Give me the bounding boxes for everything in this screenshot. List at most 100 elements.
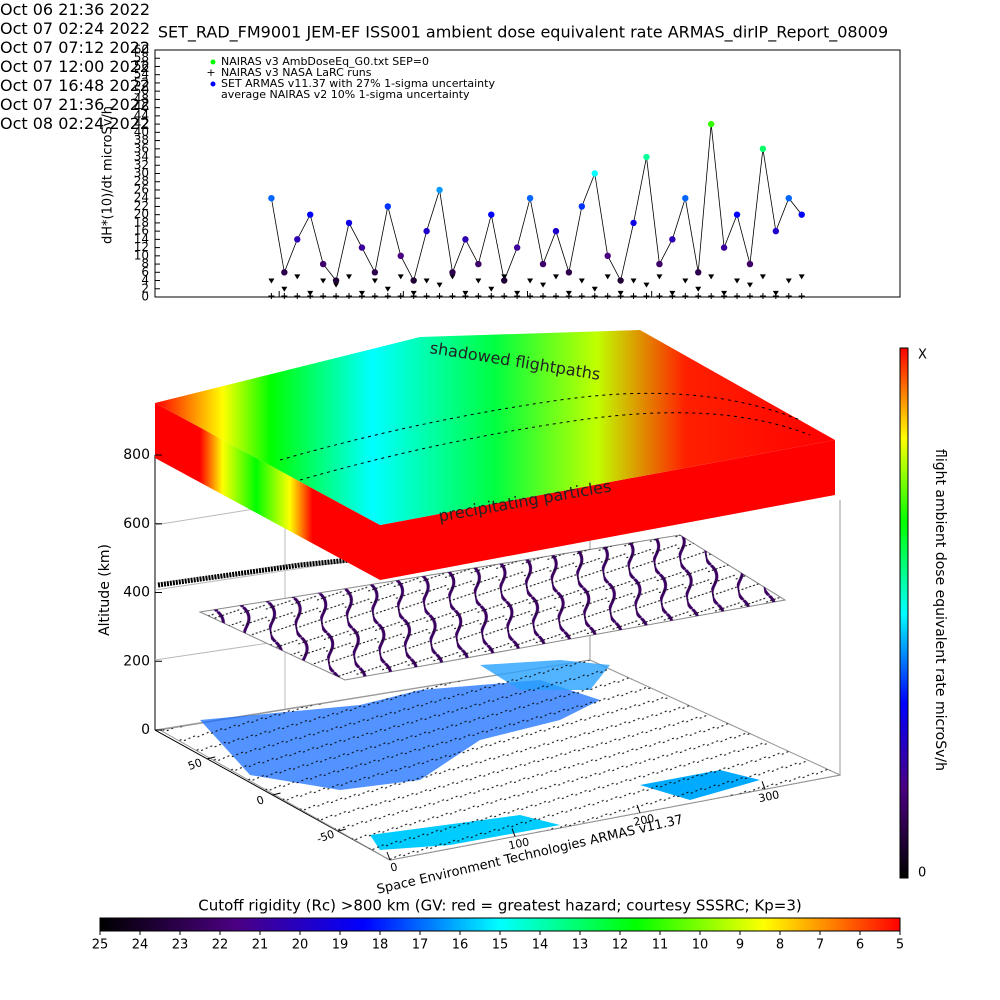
point	[462, 236, 469, 243]
rc-tick-label: 8	[776, 938, 784, 953]
y-tick-label: 20	[134, 207, 149, 221]
point	[384, 286, 391, 292]
point	[423, 227, 430, 235]
point	[656, 260, 663, 268]
rc-tick-label: 5	[896, 938, 904, 953]
y-tick-label: 14	[134, 232, 149, 246]
point	[772, 293, 779, 299]
y-tick-label: 16	[134, 224, 149, 238]
longitude-tick	[511, 828, 516, 837]
point	[397, 252, 404, 260]
colorbar-label: flight ambient dose equivalent rate micr…	[932, 449, 948, 771]
y-tick-label: 48	[134, 92, 149, 106]
point	[307, 211, 314, 218]
y-tick-label: 26	[134, 182, 149, 196]
point	[410, 293, 417, 299]
slab-left-face	[155, 403, 380, 580]
point	[656, 274, 663, 280]
y-tick-label: 60	[134, 43, 149, 57]
dose-colorbar	[899, 347, 909, 879]
rc-tick-label: 22	[212, 938, 229, 953]
y-tick-label: 6	[141, 265, 149, 279]
point	[746, 282, 753, 288]
point	[281, 286, 288, 292]
point	[333, 282, 340, 288]
point	[332, 277, 340, 284]
point	[617, 277, 624, 284]
point	[539, 260, 547, 268]
point	[643, 282, 650, 288]
legend-label: NAIRAS v3 NASA LaRC runs	[221, 66, 372, 79]
point	[346, 274, 353, 280]
rc-colorbar-title: Cutoff rigidity (Rc) >800 km (GV: red = …	[198, 897, 801, 915]
point	[540, 282, 547, 288]
legend-label: average NAIRAS v2 10% 1-sigma uncertaint…	[221, 88, 470, 101]
y-tick-label: 22	[134, 199, 149, 213]
y-tick-label: 0	[141, 290, 149, 304]
point	[604, 293, 611, 299]
point	[578, 203, 586, 210]
latitude-tick-label: -50	[315, 827, 336, 845]
point	[540, 293, 547, 299]
point	[643, 293, 650, 299]
slab-right-face	[380, 440, 835, 580]
altitude-tick-label: 800	[123, 447, 150, 463]
point	[397, 274, 404, 280]
point	[604, 252, 611, 260]
point	[371, 269, 379, 276]
point	[488, 211, 495, 218]
point	[333, 293, 340, 299]
altitude-label: Altitude (km)	[97, 544, 113, 636]
point	[682, 293, 689, 299]
rc-tick-label: 14	[532, 938, 549, 953]
y-tick-label: 44	[134, 108, 149, 122]
y-axis-label: dH*(10)/dt microSv/h	[101, 106, 116, 244]
point	[746, 293, 753, 299]
y-tick-label: 8	[141, 257, 149, 271]
point	[746, 260, 754, 268]
latitude-tick-label: 0	[255, 793, 266, 808]
x-tick-label: Oct 08 02:24 2022	[0, 114, 151, 133]
rc-tick-label: 16	[452, 938, 469, 953]
point	[294, 236, 301, 243]
longitude-tick	[636, 804, 641, 813]
longitude-tick-label: 200	[632, 812, 655, 829]
point	[707, 120, 715, 128]
rc-tick-label: 19	[332, 938, 349, 953]
rc-colorbar	[99, 917, 901, 932]
panel-3d: shadowed flightpaths precipitating parti…	[97, 330, 842, 898]
point	[307, 293, 314, 299]
point	[358, 244, 366, 251]
point	[475, 278, 482, 284]
point	[759, 274, 766, 280]
point	[630, 293, 637, 299]
point	[268, 278, 275, 284]
altitude-tick-label: 400	[123, 585, 150, 601]
colorbar-top-label: X	[918, 348, 927, 363]
rc-tick-label: 11	[652, 938, 669, 953]
y-tick-label: 2	[141, 281, 149, 295]
altitude-tick-label: 0	[141, 722, 150, 738]
point	[320, 293, 327, 299]
point	[281, 293, 288, 299]
y-tick-label: 24	[134, 191, 149, 205]
point	[578, 293, 585, 299]
y-tick-label: 54	[134, 67, 149, 81]
y-tick-label: 30	[134, 166, 149, 180]
point	[345, 219, 353, 227]
point	[604, 274, 611, 280]
point	[371, 278, 378, 284]
y-tick-label: 52	[134, 75, 149, 89]
longitude-tick-label: 300	[757, 788, 780, 805]
point	[527, 278, 534, 284]
point	[734, 293, 741, 299]
y-tick-label: 58	[134, 51, 149, 65]
point	[397, 293, 404, 299]
y-tick-label: 10	[134, 248, 149, 262]
y-tick-label: 38	[134, 133, 149, 147]
y-tick-label: 12	[134, 240, 149, 254]
point	[281, 269, 288, 276]
rc-tick-label: 10	[692, 938, 709, 953]
legend-label: NAIRAS v3 AmbDoseEq_G0.txt SEP=0	[221, 55, 429, 68]
